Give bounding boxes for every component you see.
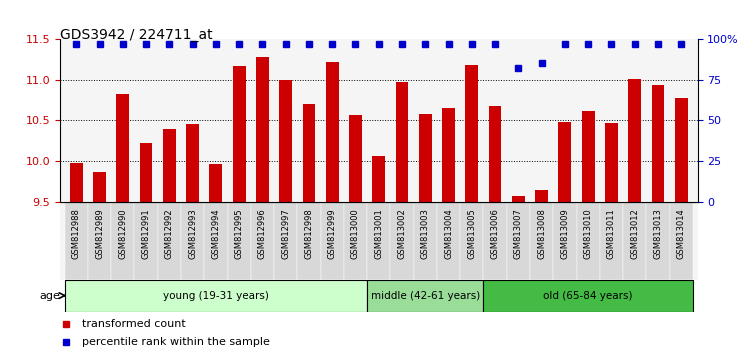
Text: GSM813004: GSM813004 <box>444 208 453 259</box>
Text: transformed count: transformed count <box>82 319 186 329</box>
Bar <box>140 143 152 202</box>
Text: GSM813013: GSM813013 <box>653 208 662 259</box>
Text: percentile rank within the sample: percentile rank within the sample <box>82 337 270 347</box>
Bar <box>186 124 199 202</box>
Text: GSM813012: GSM813012 <box>630 208 639 259</box>
Bar <box>320 202 344 280</box>
Bar <box>158 202 181 280</box>
Text: GSM813008: GSM813008 <box>537 208 546 259</box>
Bar <box>512 196 525 202</box>
Bar <box>181 202 204 280</box>
Text: GSM812995: GSM812995 <box>235 208 244 259</box>
Bar <box>326 62 338 202</box>
Bar <box>302 104 315 202</box>
Text: GSM812989: GSM812989 <box>95 208 104 259</box>
Bar <box>554 202 577 280</box>
Bar <box>442 108 455 202</box>
Text: GSM812998: GSM812998 <box>304 208 313 259</box>
Text: GSM812999: GSM812999 <box>328 208 337 259</box>
Bar <box>675 98 688 202</box>
Bar <box>70 163 82 202</box>
Bar <box>646 202 670 280</box>
Bar <box>111 202 134 280</box>
Bar <box>367 202 391 280</box>
Text: GSM812992: GSM812992 <box>165 208 174 259</box>
Bar <box>605 123 618 202</box>
Bar <box>163 129 176 202</box>
Text: GSM813010: GSM813010 <box>584 208 592 259</box>
Bar <box>344 202 367 280</box>
Bar <box>530 202 554 280</box>
Text: GSM813005: GSM813005 <box>467 208 476 259</box>
Bar <box>279 80 292 202</box>
Bar <box>652 85 664 202</box>
Bar <box>251 202 274 280</box>
Text: GSM812990: GSM812990 <box>118 208 128 259</box>
Bar <box>227 202 251 280</box>
Text: GSM812988: GSM812988 <box>72 208 81 259</box>
Bar <box>64 202 88 280</box>
Text: GSM812991: GSM812991 <box>142 208 151 259</box>
Bar <box>134 202 158 280</box>
Bar <box>437 202 460 280</box>
Text: GSM813002: GSM813002 <box>398 208 406 259</box>
Bar <box>367 280 484 312</box>
Bar <box>466 65 478 202</box>
Bar <box>460 202 484 280</box>
Bar <box>419 114 432 202</box>
Bar <box>600 202 623 280</box>
Bar <box>88 202 111 280</box>
Text: GSM813003: GSM813003 <box>421 208 430 259</box>
Text: GSM812993: GSM812993 <box>188 208 197 259</box>
Bar <box>256 57 268 202</box>
Bar <box>489 106 502 202</box>
Bar <box>559 122 572 202</box>
Bar <box>372 156 386 202</box>
Text: GSM813014: GSM813014 <box>676 208 686 259</box>
Text: GSM813007: GSM813007 <box>514 208 523 259</box>
Bar <box>64 280 367 312</box>
Text: GDS3942 / 224711_at: GDS3942 / 224711_at <box>60 28 213 42</box>
Text: middle (42-61 years): middle (42-61 years) <box>370 291 480 301</box>
Text: GSM813001: GSM813001 <box>374 208 383 259</box>
Text: GSM812994: GSM812994 <box>211 208 220 259</box>
Bar <box>349 115 362 202</box>
Bar <box>391 202 414 280</box>
Text: GSM813006: GSM813006 <box>490 208 500 259</box>
Text: old (65-84 years): old (65-84 years) <box>544 291 633 301</box>
Text: GSM813009: GSM813009 <box>560 208 569 259</box>
Text: GSM812997: GSM812997 <box>281 208 290 259</box>
Bar <box>670 202 693 280</box>
Bar <box>395 82 409 202</box>
Bar <box>232 66 245 202</box>
Bar <box>623 202 646 280</box>
Bar <box>582 110 595 202</box>
Bar <box>209 164 222 202</box>
Text: young (19-31 years): young (19-31 years) <box>163 291 268 301</box>
Bar <box>507 202 530 280</box>
Bar <box>484 202 507 280</box>
Bar <box>484 280 693 312</box>
Bar <box>536 189 548 202</box>
Bar <box>628 79 641 202</box>
Bar <box>577 202 600 280</box>
Bar <box>116 94 129 202</box>
Bar <box>204 202 227 280</box>
Text: GSM813000: GSM813000 <box>351 208 360 259</box>
Text: GSM813011: GSM813011 <box>607 208 616 259</box>
Text: age: age <box>40 291 61 301</box>
Bar <box>274 202 297 280</box>
Text: GSM812996: GSM812996 <box>258 208 267 259</box>
Bar <box>297 202 320 280</box>
Bar <box>414 202 437 280</box>
Bar <box>93 172 106 202</box>
